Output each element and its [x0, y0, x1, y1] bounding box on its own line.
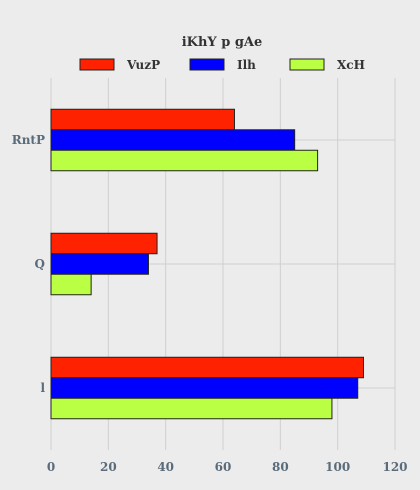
legend-swatch-XcH	[289, 58, 325, 71]
tick-label: 80	[272, 460, 289, 474]
legend-swatch-VuzP	[79, 58, 115, 71]
bar-Ilh-Q	[50, 253, 149, 275]
legend-label-Ilh: Ilh	[237, 58, 256, 72]
bar-VuzP-Q	[50, 232, 158, 255]
legend-swatch-Ilh	[189, 58, 225, 71]
bars	[50, 108, 364, 420]
tick-label: 60	[215, 460, 232, 474]
category-label: l	[40, 381, 45, 395]
category-label: RntP	[12, 133, 45, 147]
tick-label: 120	[382, 460, 407, 474]
legend-label-VuzP: VuzP	[126, 58, 160, 72]
bar-VuzP-RntP	[50, 108, 235, 131]
tick-label: 20	[100, 460, 117, 474]
category-label: Q	[35, 257, 45, 271]
bar-XcH-RntP	[50, 149, 319, 172]
bar-XcH-l	[50, 397, 333, 420]
legend: VuzP Ilh XcH	[79, 58, 365, 72]
category-axis: RntP Ql	[12, 133, 46, 395]
bar-XcH-Q	[50, 273, 92, 296]
tick-label: 0	[47, 460, 55, 474]
legend-label-XcH: XcH	[337, 58, 365, 72]
tick-label: 40	[157, 460, 174, 474]
bar-Ilh-RntP	[50, 129, 296, 151]
bar-VuzP-l	[50, 356, 364, 379]
chart-title: iKhY p gAe	[182, 35, 263, 50]
tick-label: 100	[325, 460, 350, 474]
value-axis: 0 20 40 60 80 100 120	[47, 460, 408, 474]
bar-Ilh-l	[50, 377, 359, 399]
